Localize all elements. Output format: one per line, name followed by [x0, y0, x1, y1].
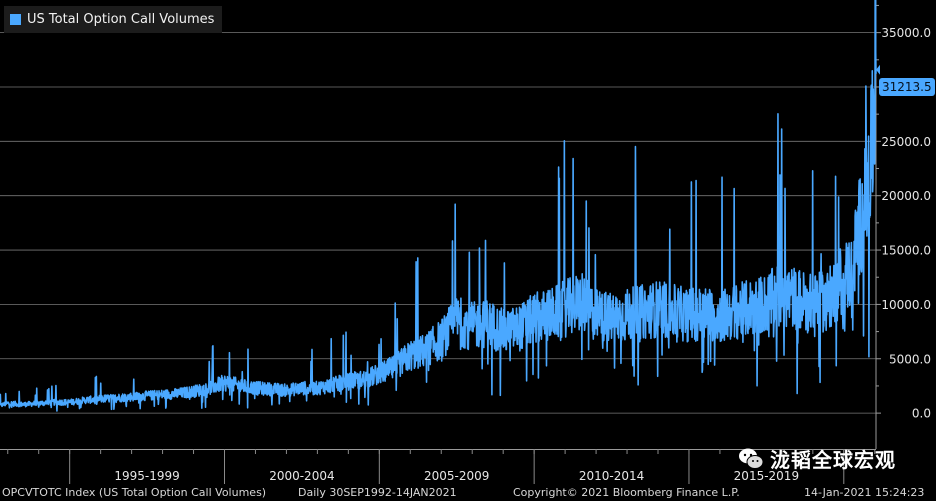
legend-label: US Total Option Call Volumes	[27, 12, 215, 27]
watermark-text: 泷韬全球宏观	[770, 448, 896, 472]
x-tick-label: 1995-1999	[114, 469, 179, 483]
chart-legend: US Total Option Call Volumes	[4, 6, 223, 33]
footer-ticker: OPCVTOTC Index (US Total Option Call Vol…	[2, 486, 267, 499]
watermark: 泷韬全球宏观	[738, 444, 896, 473]
last-value-text: 31213.5	[882, 80, 932, 94]
wechat-icon	[738, 447, 764, 471]
y-tick-label: 5000.0	[889, 352, 931, 366]
y-tick-label: 0.0	[912, 407, 931, 421]
y-tick-label: 20000.0	[881, 189, 931, 203]
footer-bar: OPCVTOTC Index (US Total Option Call Vol…	[0, 484, 936, 501]
x-tick-label: 2005-2009	[424, 469, 489, 483]
series-line	[0, 0, 877, 412]
y-tick-label: 10000.0	[881, 298, 931, 312]
x-tick-label: 2015-2019	[734, 469, 799, 483]
y-tick-label: 35000.0	[881, 26, 931, 40]
x-tick-label: 2010-2014	[579, 469, 644, 483]
last-value-pointer	[876, 64, 880, 75]
y-tick-label: 15000.0	[881, 244, 931, 258]
y-tick-label: 25000.0	[881, 135, 931, 149]
footer-timestamp: 14-Jan-2021 15:24:23	[804, 486, 925, 499]
footer-copyright: Copyright© 2021 Bloomberg Finance L.P.	[513, 486, 740, 499]
last-value-badge: 31213.5	[879, 78, 935, 96]
x-tick-label: 2000-2004	[269, 469, 334, 483]
legend-swatch	[10, 14, 21, 25]
footer-range: Daily 30SEP1992-14JAN2021	[298, 486, 457, 499]
